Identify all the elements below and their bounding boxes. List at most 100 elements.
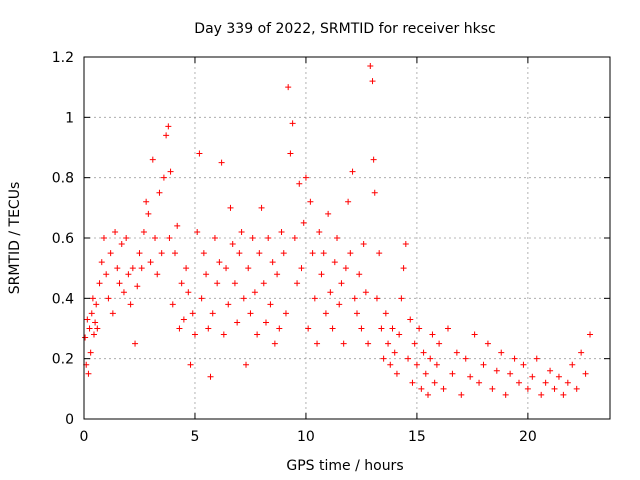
data-point <box>189 310 196 317</box>
data-point <box>336 301 343 308</box>
data-point <box>205 325 212 332</box>
data-point <box>405 355 412 362</box>
data-point <box>402 241 409 248</box>
data-point <box>369 78 376 85</box>
y-tick-label: 1 <box>65 110 74 126</box>
data-point <box>249 235 256 241</box>
data-point <box>94 325 101 332</box>
data-point <box>154 271 161 278</box>
data-point <box>152 235 159 241</box>
data-point <box>436 340 443 347</box>
data-point <box>247 310 254 317</box>
data-point <box>156 189 163 196</box>
data-point <box>309 250 316 257</box>
x-tick-label: 0 <box>80 429 89 445</box>
data-point <box>178 280 185 287</box>
data-point <box>480 361 487 368</box>
grid-lines <box>84 57 610 419</box>
data-point <box>269 259 276 266</box>
data-point <box>418 385 425 392</box>
x-tick-label: 10 <box>297 429 315 445</box>
data-point <box>138 265 145 272</box>
data-point <box>398 295 405 302</box>
data-point <box>169 301 176 308</box>
y-axis-label: SRMTID / TECUs <box>7 182 23 295</box>
data-point <box>400 265 407 272</box>
data-point <box>158 250 165 257</box>
data-point <box>533 355 540 362</box>
data-point <box>209 310 216 317</box>
x-tick-label: 15 <box>408 429 426 445</box>
data-point <box>105 295 112 302</box>
data-point <box>289 120 296 127</box>
data-point <box>391 349 398 356</box>
data-point <box>271 340 278 347</box>
y-tick-label: 0.8 <box>52 171 74 187</box>
data-point <box>143 198 150 205</box>
data-point <box>342 265 349 272</box>
data-point <box>200 250 207 257</box>
data-point <box>160 174 167 181</box>
chart-title: Day 339 of 2022, SRMTID for receiver hks… <box>194 21 495 37</box>
data-point <box>467 373 474 380</box>
data-point <box>440 385 447 392</box>
y-tick-label: 0.2 <box>52 352 74 368</box>
data-point <box>516 379 523 386</box>
data-point <box>123 235 130 241</box>
data-point <box>256 250 263 257</box>
data-point <box>387 361 394 368</box>
data-point <box>214 280 221 287</box>
data-point <box>433 361 440 368</box>
data-point <box>225 301 232 308</box>
data-point <box>243 361 250 368</box>
data-point <box>265 235 272 241</box>
data-point <box>389 325 396 332</box>
data-point <box>116 280 123 287</box>
data-point <box>127 301 134 308</box>
data-point <box>360 241 367 248</box>
data-point <box>358 325 365 332</box>
data-point <box>90 331 97 338</box>
data-point <box>420 349 427 356</box>
data-point <box>129 265 136 272</box>
data-point <box>103 271 110 278</box>
data-point <box>96 280 103 287</box>
data-point <box>560 391 567 398</box>
data-point <box>444 325 451 332</box>
data-point <box>555 373 562 380</box>
data-point <box>185 289 192 296</box>
data-point <box>311 295 318 302</box>
data-point <box>416 325 423 332</box>
data-point <box>367 63 374 70</box>
data-point <box>86 325 93 332</box>
data-point <box>294 280 301 287</box>
data-point <box>462 355 469 362</box>
data-point <box>587 331 594 338</box>
data-point <box>145 210 152 217</box>
data-point <box>529 373 536 380</box>
data-point <box>231 280 238 287</box>
data-point <box>520 361 527 368</box>
data-point <box>267 301 274 308</box>
data-point <box>114 265 121 272</box>
data-point <box>458 391 465 398</box>
data-point <box>334 235 341 241</box>
data-point <box>431 379 438 386</box>
data-point <box>314 340 321 347</box>
y-tick-label: 0 <box>65 412 74 428</box>
data-point <box>107 250 114 257</box>
data-point <box>134 283 141 290</box>
data-point <box>327 289 334 296</box>
data-point <box>296 180 303 187</box>
data-point <box>100 235 107 241</box>
data-point <box>370 156 377 163</box>
data-point <box>218 159 225 166</box>
data-point <box>449 370 456 377</box>
data-point <box>238 228 245 235</box>
data-point <box>502 391 509 398</box>
data-point <box>484 340 491 347</box>
data-point <box>385 340 392 347</box>
data-point <box>165 123 172 130</box>
data-point <box>194 228 201 235</box>
